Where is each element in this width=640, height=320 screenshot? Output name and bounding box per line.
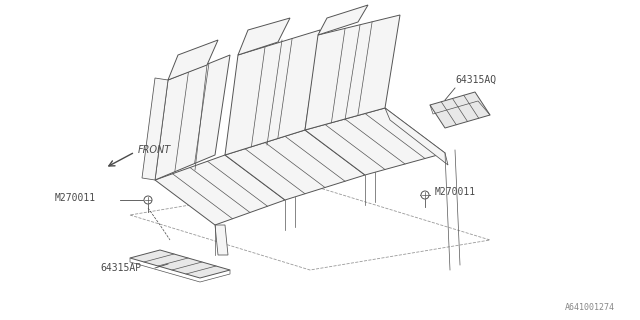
Text: 64315AQ: 64315AQ (455, 75, 496, 85)
Text: FRONT: FRONT (138, 145, 172, 155)
Circle shape (144, 196, 152, 204)
Text: A641001274: A641001274 (565, 303, 615, 312)
Text: M270011: M270011 (435, 187, 476, 197)
Polygon shape (215, 225, 228, 255)
Polygon shape (168, 40, 218, 80)
Text: 64315AP: 64315AP (100, 263, 141, 273)
Polygon shape (225, 30, 320, 155)
Polygon shape (155, 155, 285, 225)
Polygon shape (305, 108, 445, 175)
Polygon shape (318, 5, 368, 35)
Polygon shape (385, 108, 448, 165)
Polygon shape (142, 78, 168, 180)
Polygon shape (238, 18, 290, 55)
Circle shape (421, 191, 429, 199)
Text: M270011: M270011 (55, 193, 96, 203)
Polygon shape (305, 15, 400, 130)
Polygon shape (430, 92, 490, 128)
Polygon shape (130, 250, 230, 278)
Polygon shape (155, 55, 230, 180)
Polygon shape (225, 130, 365, 200)
